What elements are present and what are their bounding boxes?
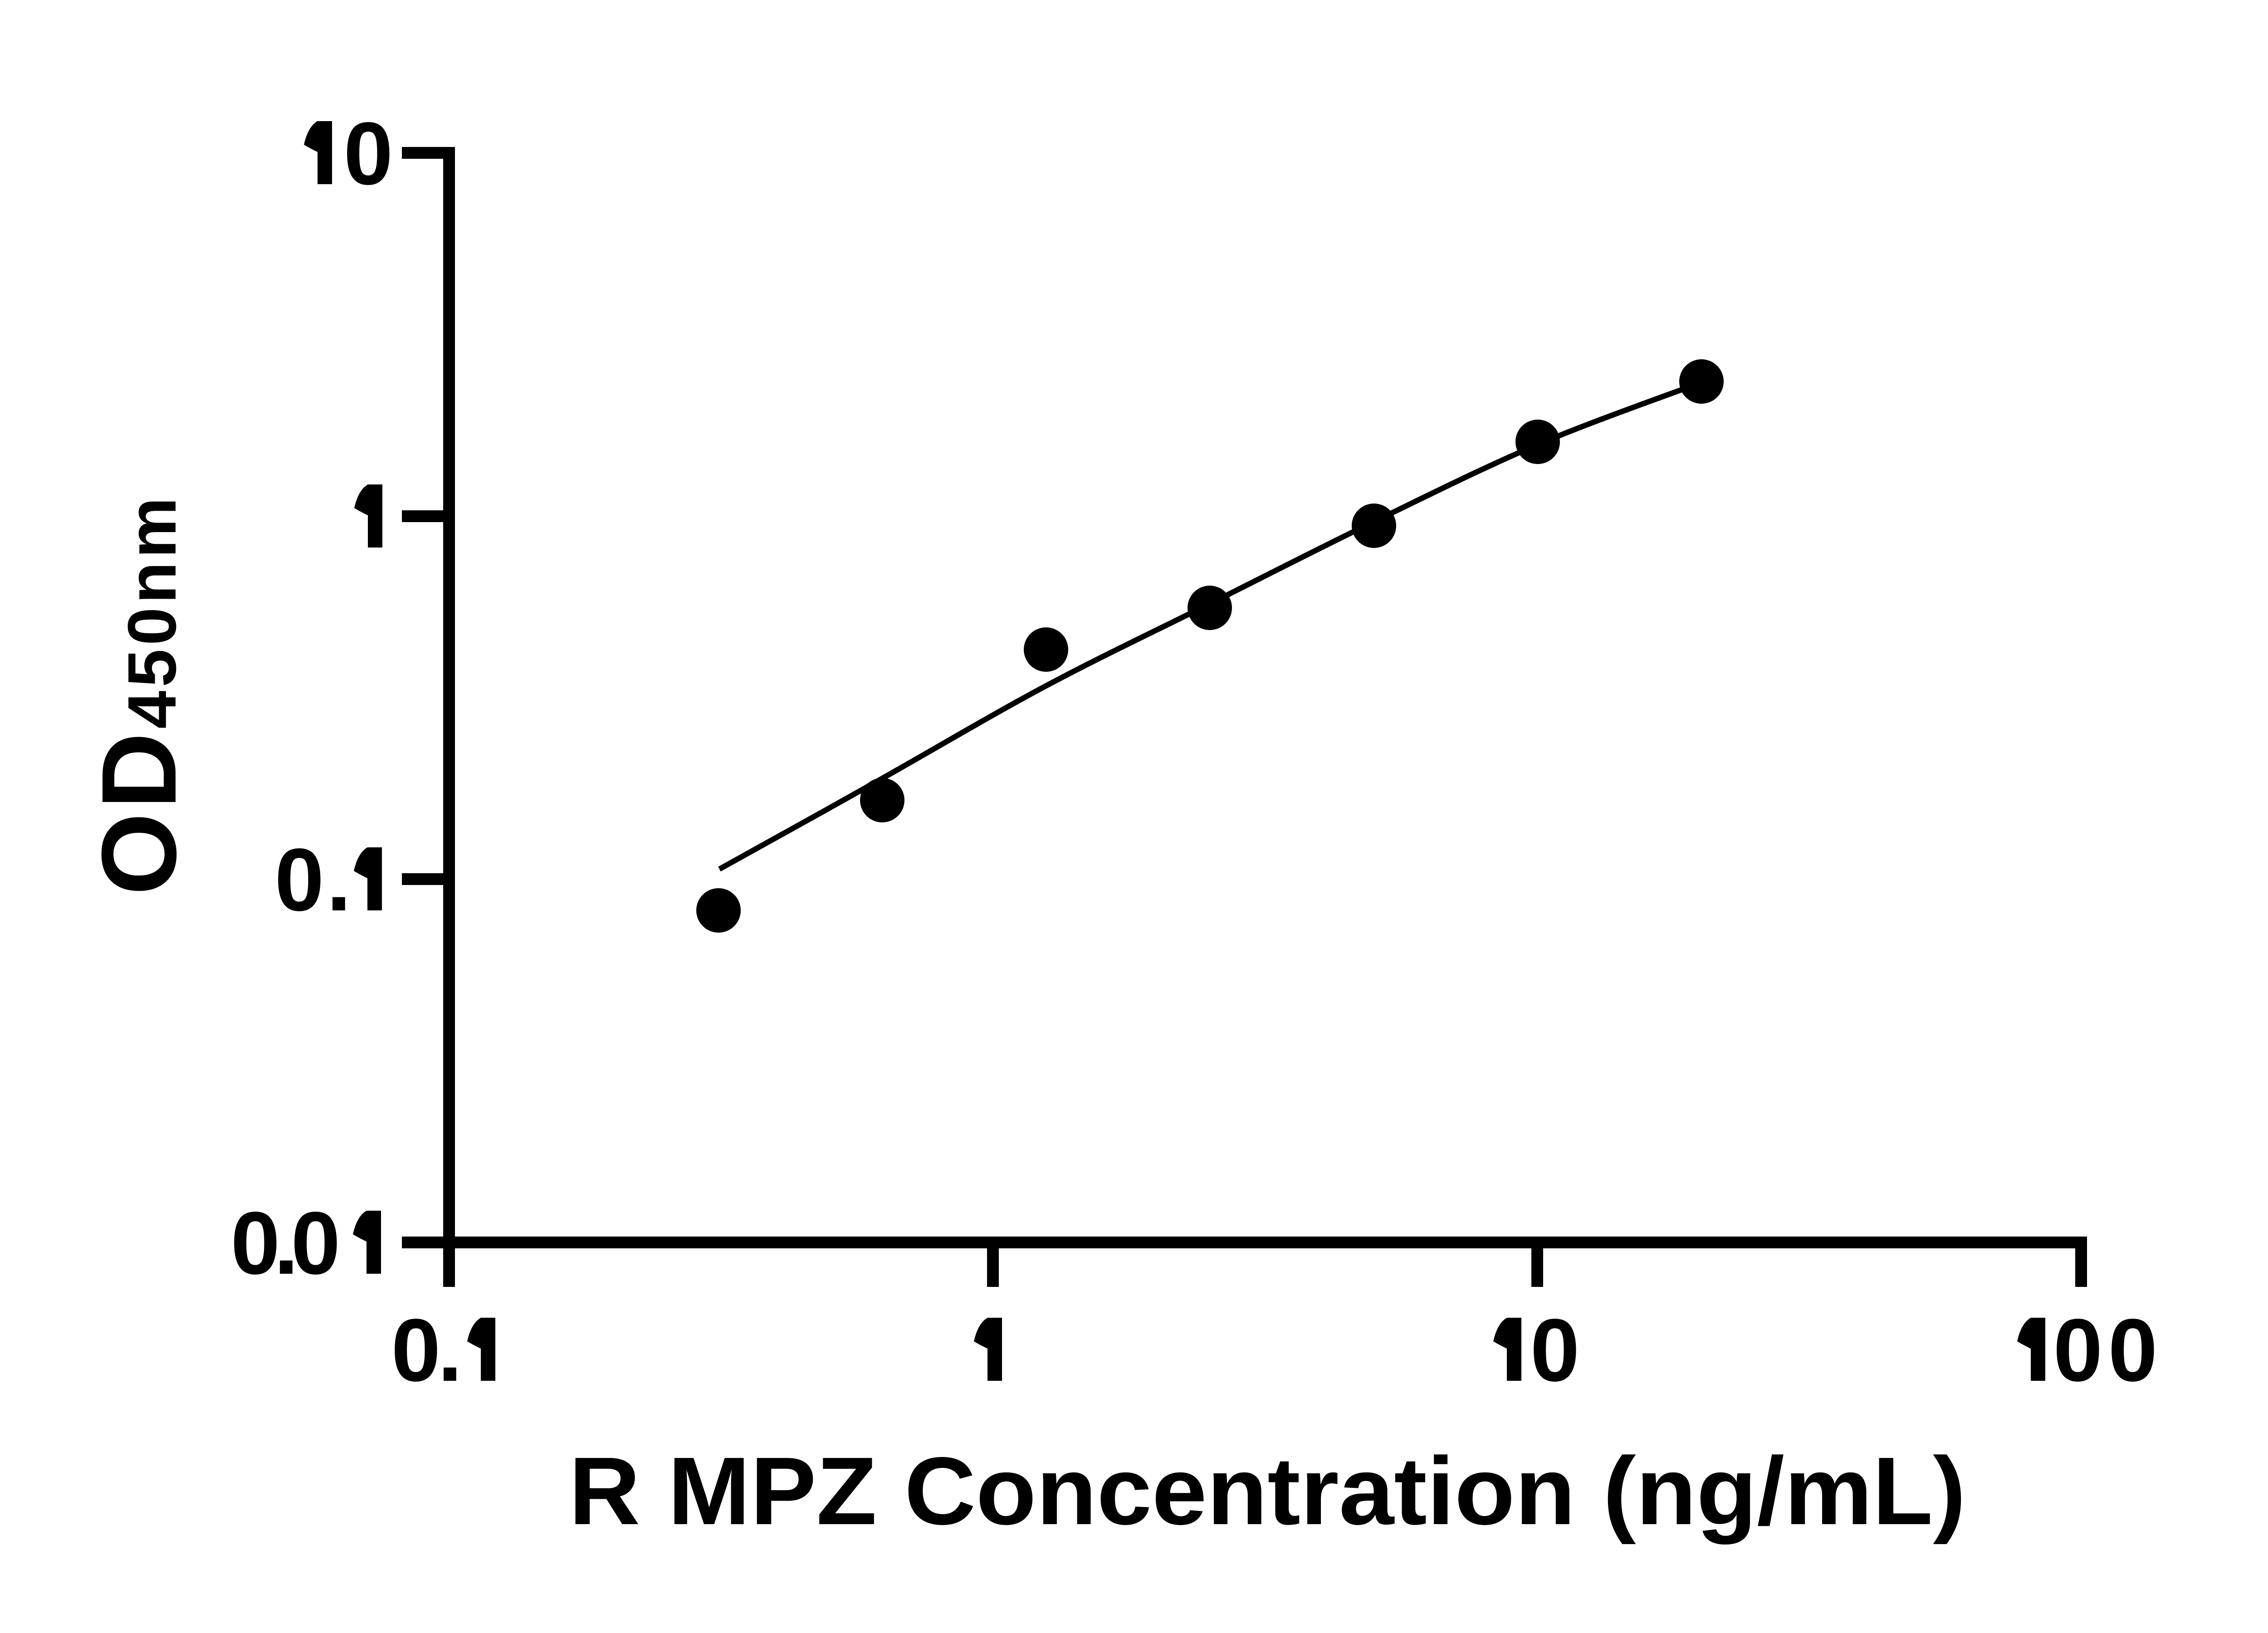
svg-text:.: .	[327, 830, 351, 929]
svg-text:OD450nm: OD450nm	[79, 494, 198, 895]
svg-text:0: 0	[230, 1193, 280, 1293]
svg-text:0: 0	[343, 104, 393, 203]
svg-text:R MPZ Concentration (ng/mL): R MPZ Concentration (ng/mL)	[569, 1437, 1966, 1545]
svg-text:0: 0	[391, 1301, 440, 1400]
svg-text:0: 0	[274, 830, 324, 929]
svg-text:.: .	[438, 1301, 462, 1400]
svg-text:0: 0	[291, 1193, 340, 1293]
svg-text:0: 0	[1530, 1301, 1579, 1400]
svg-text:0: 0	[2053, 1301, 2102, 1400]
svg-text:.: .	[274, 1193, 298, 1293]
svg-text:0: 0	[2108, 1301, 2157, 1400]
